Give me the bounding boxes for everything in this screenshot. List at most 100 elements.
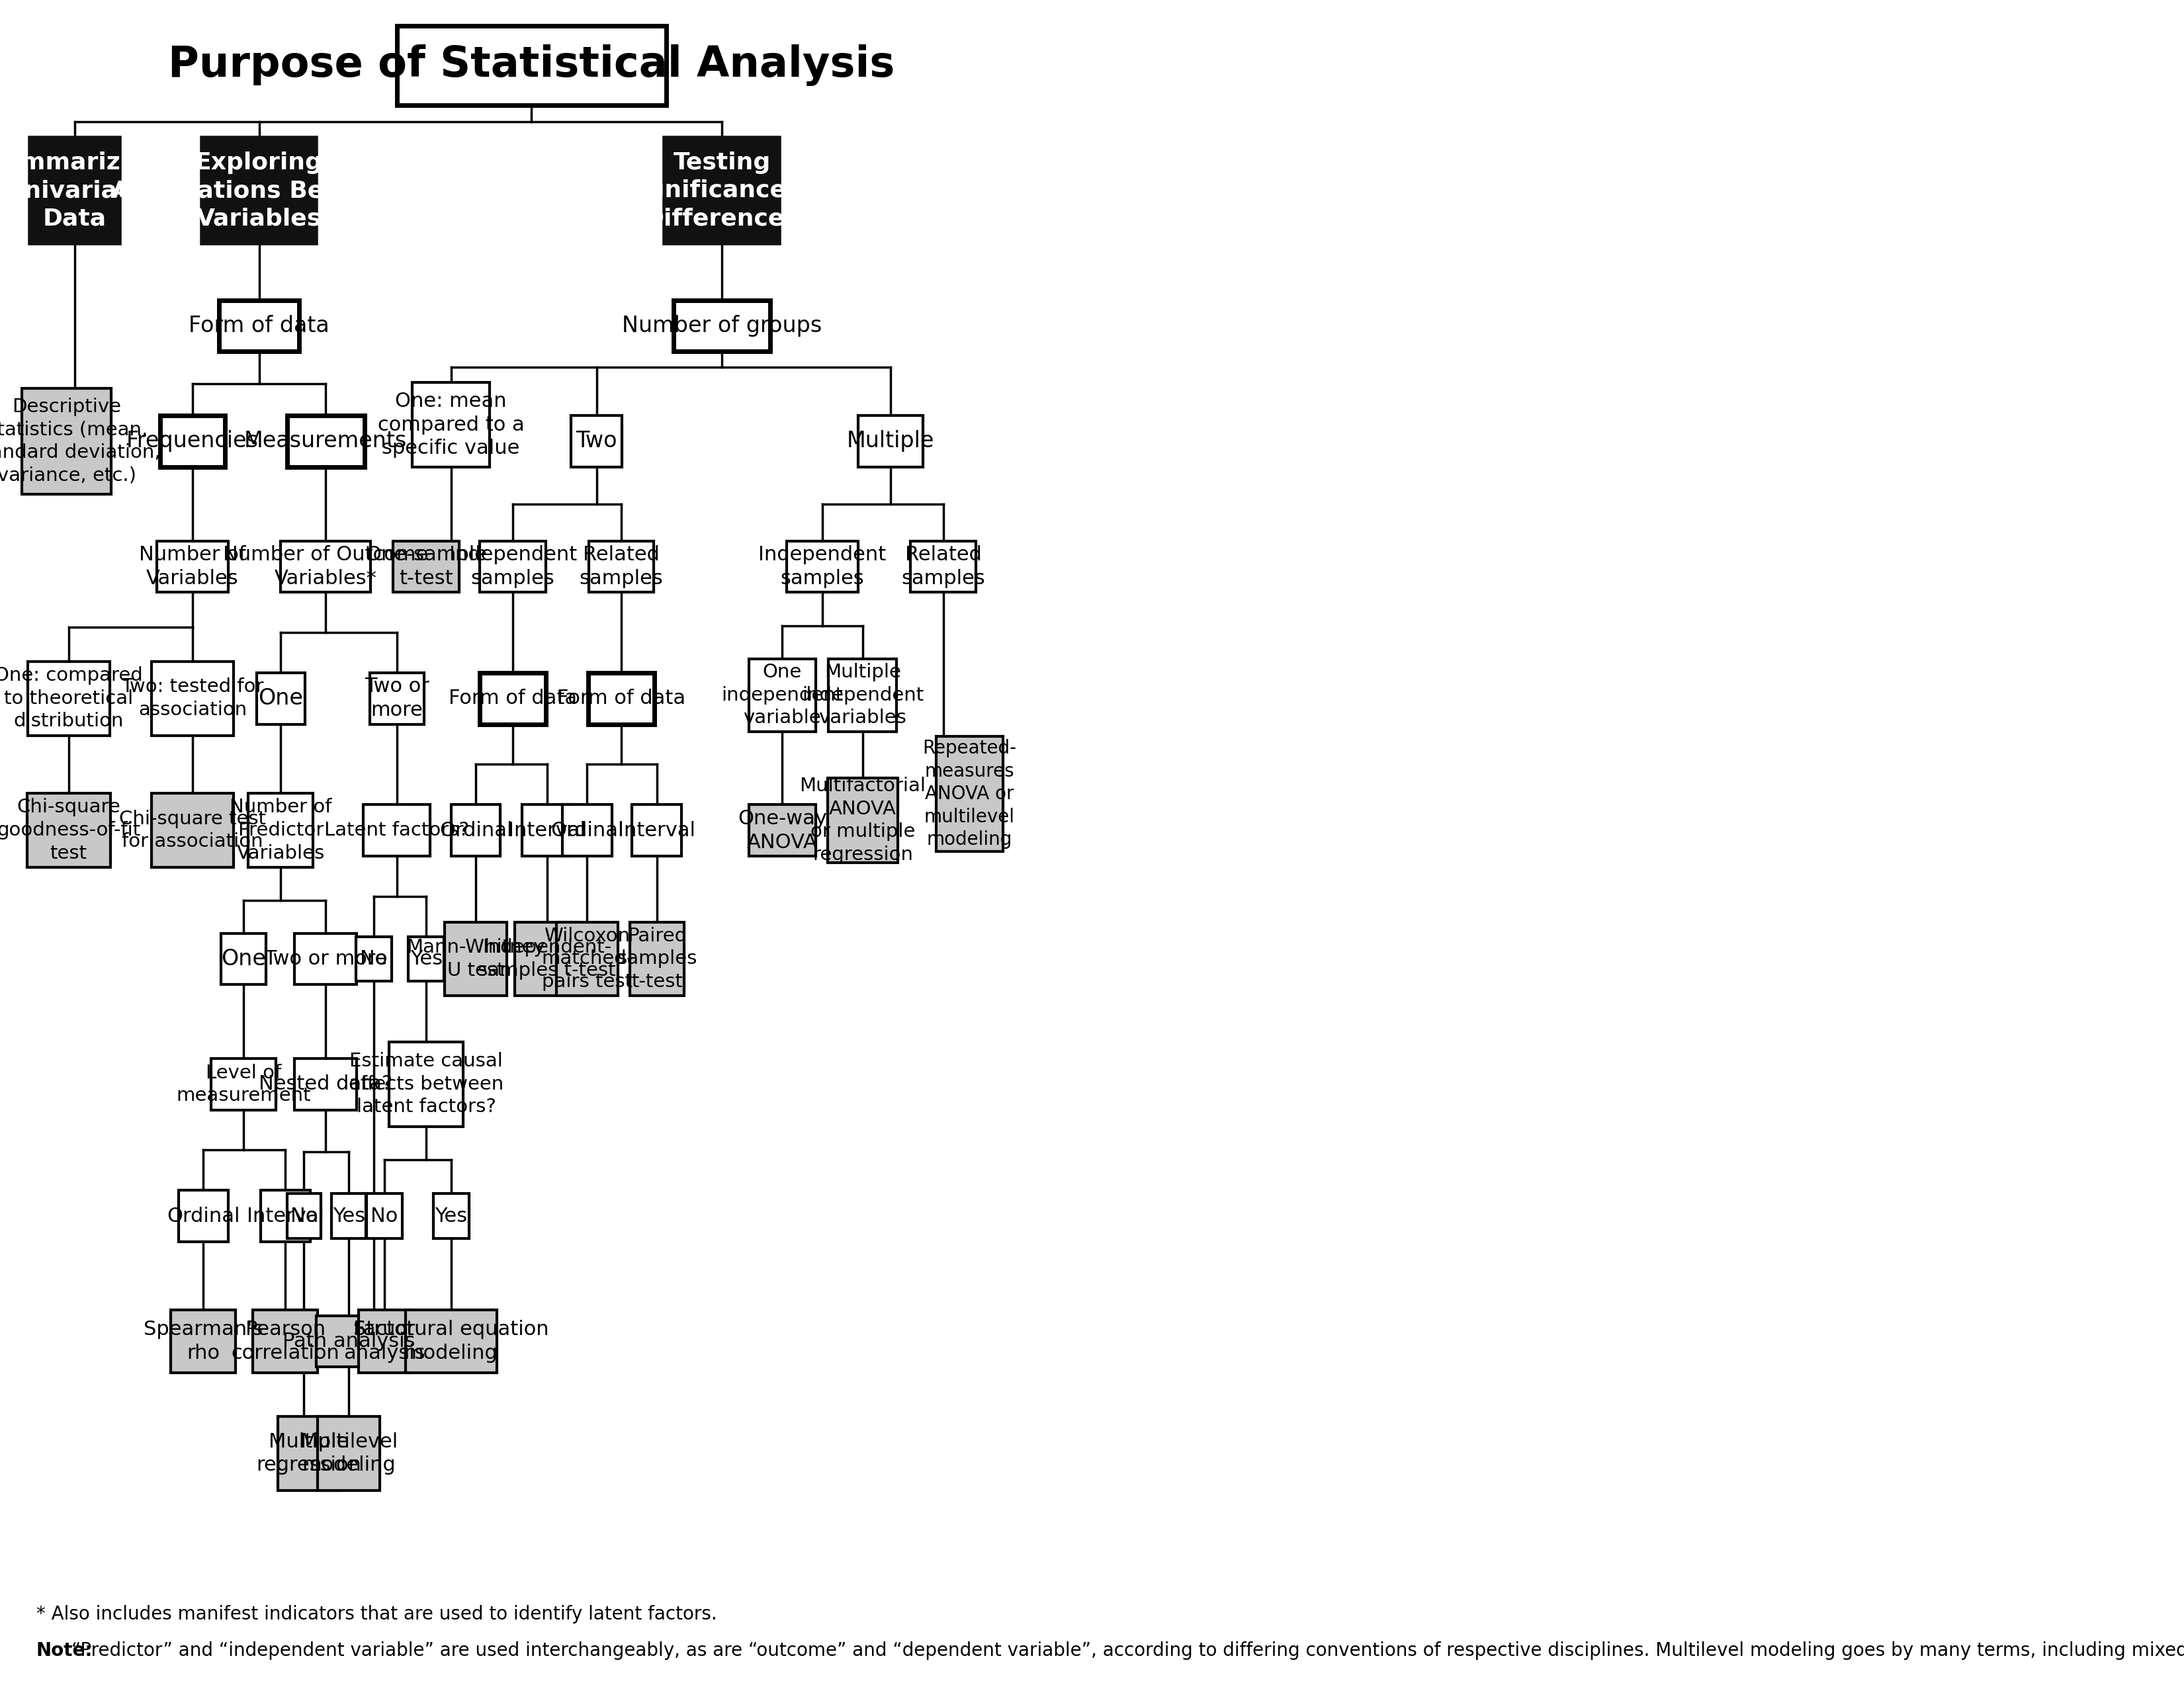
FancyBboxPatch shape xyxy=(157,542,227,592)
FancyBboxPatch shape xyxy=(319,1417,380,1490)
FancyBboxPatch shape xyxy=(563,805,612,855)
Text: No: No xyxy=(371,1206,397,1226)
FancyBboxPatch shape xyxy=(557,923,618,995)
FancyBboxPatch shape xyxy=(22,388,111,494)
FancyBboxPatch shape xyxy=(28,661,109,736)
Text: One: One xyxy=(221,948,266,970)
Text: Multilevel
modeling: Multilevel modeling xyxy=(299,1432,397,1474)
Text: Ordinal: Ordinal xyxy=(550,820,625,840)
Text: Yes: Yes xyxy=(435,1206,467,1226)
Text: Related
samples: Related samples xyxy=(579,545,664,589)
Text: Interval: Interval xyxy=(509,820,585,840)
FancyBboxPatch shape xyxy=(277,1417,339,1490)
Text: Number of
Variables: Number of Variables xyxy=(140,545,247,589)
FancyBboxPatch shape xyxy=(389,1043,463,1127)
Text: Note:: Note: xyxy=(37,1641,92,1660)
Text: Number of groups: Number of groups xyxy=(622,315,821,337)
Text: Chi-square test
for association: Chi-square test for association xyxy=(118,810,266,850)
Text: Spearman's
rho: Spearman's rho xyxy=(144,1319,262,1363)
Text: Pearson
correlation: Pearson correlation xyxy=(232,1319,339,1363)
FancyBboxPatch shape xyxy=(937,736,1002,852)
FancyBboxPatch shape xyxy=(282,542,371,592)
Text: One-way
ANOVA: One-way ANOVA xyxy=(738,808,828,852)
Text: No: No xyxy=(290,1206,317,1226)
Text: Yes: Yes xyxy=(332,1206,365,1226)
Text: Structural equation
modeling: Structural equation modeling xyxy=(354,1319,548,1363)
FancyBboxPatch shape xyxy=(393,542,459,592)
Text: Yes: Yes xyxy=(411,950,443,968)
FancyBboxPatch shape xyxy=(432,1194,470,1238)
FancyBboxPatch shape xyxy=(631,805,681,855)
Text: Independent
samples: Independent samples xyxy=(450,545,577,589)
FancyBboxPatch shape xyxy=(480,542,546,592)
FancyBboxPatch shape xyxy=(911,542,976,592)
FancyBboxPatch shape xyxy=(413,383,489,467)
FancyBboxPatch shape xyxy=(26,793,111,867)
FancyBboxPatch shape xyxy=(369,673,424,724)
FancyBboxPatch shape xyxy=(367,1194,402,1238)
Text: Estimate causal
effects between
latent factors?: Estimate causal effects between latent f… xyxy=(349,1053,505,1117)
Text: Independent
samples: Independent samples xyxy=(758,545,887,589)
Text: Two: tested for
association: Two: tested for association xyxy=(120,678,264,719)
Text: One: One xyxy=(258,688,304,709)
Text: Nested data?: Nested data? xyxy=(258,1075,393,1093)
FancyBboxPatch shape xyxy=(151,793,234,867)
Text: Form of data: Form of data xyxy=(557,688,686,709)
FancyBboxPatch shape xyxy=(749,660,815,732)
FancyBboxPatch shape xyxy=(295,1058,356,1110)
FancyBboxPatch shape xyxy=(408,936,443,982)
Text: Repeated-
measures
ANOVA or
multilevel
modeling: Repeated- measures ANOVA or multilevel m… xyxy=(922,739,1016,849)
FancyBboxPatch shape xyxy=(286,415,365,467)
FancyBboxPatch shape xyxy=(570,415,622,467)
Text: Path analysis: Path analysis xyxy=(282,1331,415,1351)
FancyBboxPatch shape xyxy=(515,923,579,995)
Text: One: compared
to theoretical
distribution: One: compared to theoretical distributio… xyxy=(0,666,142,730)
FancyBboxPatch shape xyxy=(249,793,312,867)
Text: Two: Two xyxy=(577,430,618,452)
FancyBboxPatch shape xyxy=(858,415,924,467)
FancyBboxPatch shape xyxy=(480,673,546,724)
Text: Exploring
Associations Between
Variables: Exploring Associations Between Variables xyxy=(111,152,406,229)
FancyBboxPatch shape xyxy=(159,415,225,467)
Text: Ordinal: Ordinal xyxy=(166,1206,240,1226)
FancyBboxPatch shape xyxy=(258,673,306,724)
FancyBboxPatch shape xyxy=(828,660,898,732)
FancyBboxPatch shape xyxy=(317,1316,382,1366)
Text: Paired
samples
t-test: Paired samples t-test xyxy=(616,926,697,990)
FancyBboxPatch shape xyxy=(212,1058,275,1110)
Text: Wilcoxon
matched-
pairs test: Wilcoxon matched- pairs test xyxy=(542,926,633,990)
Text: Level of
measurement: Level of measurement xyxy=(177,1063,310,1105)
FancyBboxPatch shape xyxy=(221,933,266,985)
Text: One
independent
variable: One independent variable xyxy=(721,663,843,727)
FancyBboxPatch shape xyxy=(218,300,299,351)
Text: Form of data: Form of data xyxy=(188,315,330,337)
FancyBboxPatch shape xyxy=(170,1311,236,1373)
FancyBboxPatch shape xyxy=(590,542,653,592)
Text: One: mean
compared to a
specific value: One: mean compared to a specific value xyxy=(378,391,524,459)
FancyBboxPatch shape xyxy=(522,805,572,855)
FancyBboxPatch shape xyxy=(664,138,780,243)
FancyBboxPatch shape xyxy=(363,805,430,855)
Text: * Also includes manifest indicators that are used to identify latent factors.: * Also includes manifest indicators that… xyxy=(37,1604,716,1623)
FancyBboxPatch shape xyxy=(31,138,120,243)
Text: Independent-
samples t-test: Independent- samples t-test xyxy=(478,938,616,980)
Text: Multiple: Multiple xyxy=(847,430,935,452)
Text: Form of data: Form of data xyxy=(448,688,577,709)
Text: Descriptive
Statistics (mean,
standard deviation,
variance, etc.): Descriptive Statistics (mean, standard d… xyxy=(0,398,159,484)
FancyBboxPatch shape xyxy=(253,1311,319,1373)
Text: Number of
Predictor
Variables: Number of Predictor Variables xyxy=(229,798,332,862)
Text: Related
samples: Related samples xyxy=(902,545,985,589)
Text: Number of Outcome
Variables*: Number of Outcome Variables* xyxy=(223,545,428,589)
FancyBboxPatch shape xyxy=(397,25,666,105)
FancyBboxPatch shape xyxy=(332,1194,367,1238)
Text: Purpose of Statistical Analysis: Purpose of Statistical Analysis xyxy=(168,44,895,86)
Text: Two or
more: Two or more xyxy=(365,676,430,720)
Text: Factor
analysis: Factor analysis xyxy=(343,1319,426,1363)
Text: Latent factors?: Latent factors? xyxy=(325,822,470,840)
FancyBboxPatch shape xyxy=(295,933,356,985)
Text: Two or more: Two or more xyxy=(264,950,387,968)
Text: One-sample
t-test: One-sample t-test xyxy=(365,545,487,589)
Text: Interval: Interval xyxy=(247,1206,323,1226)
Text: “Predictor” and “independent variable” are used interchangeably, as are “outcome: “Predictor” and “independent variable” a… xyxy=(66,1641,2184,1660)
Text: Measurements: Measurements xyxy=(245,430,406,452)
